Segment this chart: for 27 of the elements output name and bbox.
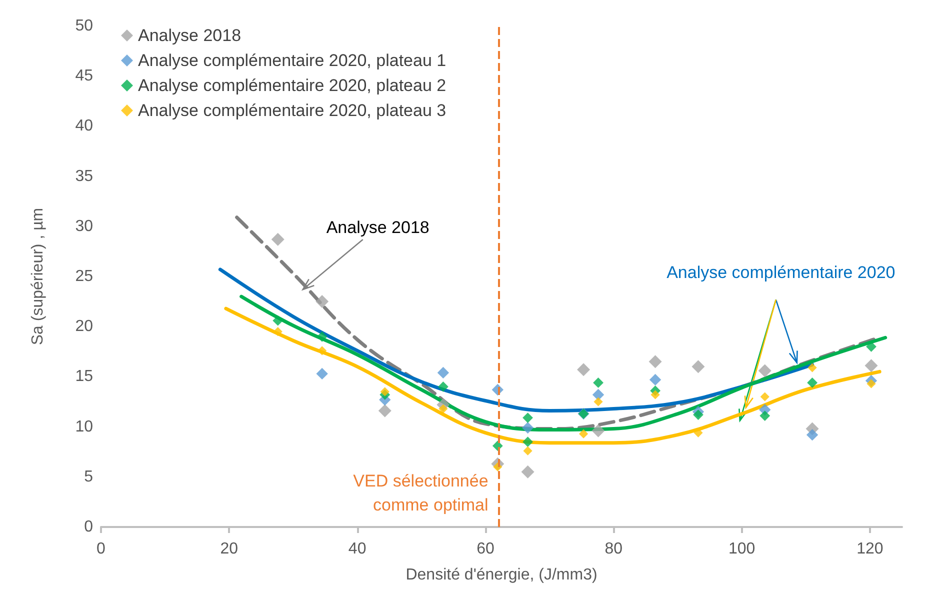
annotation: Analyse complémentaire 2020 (666, 263, 896, 282)
y-tick-label: 10 (75, 418, 94, 436)
x-tick-label: 80 (604, 540, 623, 558)
x-tick-label: 120 (856, 540, 884, 558)
y-tick-label: 5 (84, 468, 94, 486)
annotation: Analyse 2018 (326, 218, 430, 238)
legend-label: Analyse complémentaire 2020, plateau 1 (138, 51, 446, 70)
y-tick-label: 45 (75, 68, 94, 85)
ref-line-label: VED sélectionnée comme optimal (353, 472, 488, 514)
y-tick-label: 20 (75, 318, 94, 336)
y-tick-label: 30 (75, 218, 94, 235)
x-tick-label: 40 (348, 540, 366, 558)
y-tick-label: 25 (75, 268, 94, 285)
x-tick-label: 0 (96, 540, 106, 558)
x-axis-title: Densité d'énergie, (J/mm3) (406, 566, 598, 584)
legend-label: Analyse 2018 (138, 26, 242, 45)
y-tick-label: 50 (75, 18, 94, 34)
x-tick-label: 20 (220, 540, 238, 558)
y-tick-label: 35 (75, 168, 94, 185)
legend-label: Analyse complémentaire 2020, plateau 3 (138, 101, 446, 120)
x-tick-label: 60 (476, 540, 494, 558)
y-axis-title: Sa (supérieur) , µm (30, 208, 46, 346)
y-tick-label: 40 (75, 118, 94, 135)
x-tick-label: 100 (728, 540, 756, 558)
y-tick-label: 15 (75, 368, 94, 386)
legend-label: Analyse complémentaire 2020, plateau 2 (138, 76, 446, 95)
y-tick-label: 0 (84, 518, 94, 536)
